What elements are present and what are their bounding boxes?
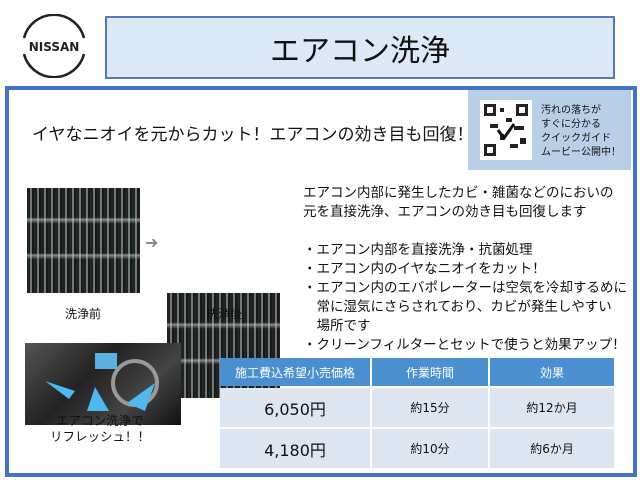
effect-cell: 約6か月 — [490, 429, 614, 468]
intro-line: エアコン内部に発生したカビ・雑菌などのにおいの — [303, 185, 614, 201]
header-effect: 効果 — [490, 358, 614, 386]
price-table: 施工費込希望小売価格 作業時間 効果 6,050円 約15分 約12か月 4,1… — [218, 356, 616, 470]
bullet: ・クリーンフィルターとセットで使うと効果アップ！ — [303, 337, 626, 353]
tagline: イヤなニオイを元からカット！エアコンの効き目も回復！ — [32, 125, 474, 145]
car-caption: エアコン洗浄で リフレッシュ！！ — [40, 413, 160, 445]
table-header-row: 施工費込希望小売価格 作業時間 効果 — [220, 358, 614, 386]
qr-line: 汚れの落ちが — [541, 105, 601, 116]
table-row: 4,180円 約10分 約6か月 — [220, 429, 614, 468]
caption-line: エアコン洗浄で — [56, 413, 144, 428]
page-title: エアコン洗浄 — [105, 16, 615, 79]
title-text: エアコン洗浄 — [270, 33, 450, 69]
qr-line: すぐに分かる — [541, 119, 601, 130]
price-cell: 6,050円 — [220, 388, 370, 427]
time-cell: 約15分 — [372, 388, 489, 427]
before-label: 洗浄前 — [65, 307, 102, 321]
caption-line: リフレッシュ！！ — [49, 429, 150, 444]
car-interior-image — [25, 343, 181, 425]
header-price: 施工費込希望小売価格 — [220, 358, 370, 386]
intro-line: 元を直接洗浄、エアコンの効き目も回復します — [303, 204, 587, 220]
coil-before-image — [27, 188, 140, 293]
after-label: 洗浄後 — [206, 307, 243, 321]
table-row: 6,050円 約15分 約12か月 — [220, 388, 614, 427]
bullet: ・エアコン内のイヤなニオイをカット！ — [303, 261, 546, 277]
description: エアコン内部に発生したカビ・雑菌などのにおいの 元を直接洗浄、エアコンの効き目も… — [303, 184, 627, 355]
bullet: 常に湿気にさらされており、カビが発生しやすい — [303, 299, 612, 315]
qr-line: ムービー公開中！ — [541, 147, 621, 158]
bullet: ・エアコン内部を直接洗浄・抗菌処理 — [303, 242, 533, 258]
bullet: 場所です — [303, 318, 371, 334]
time-cell: 約10分 — [372, 429, 489, 468]
arrow-right-icon: ➜ — [145, 233, 159, 252]
nissan-logo: NISSAN — [14, 13, 94, 79]
svg-text:NISSAN: NISSAN — [29, 40, 80, 54]
price-cell: 4,180円 — [220, 429, 370, 468]
qr-code[interactable] — [480, 100, 532, 160]
qr-caption: 汚れの落ちが すぐに分かる クイックガイド ムービー公開中！ — [541, 104, 621, 160]
effect-cell: 約12か月 — [490, 388, 614, 427]
qr-line: クイックガイド — [541, 133, 611, 144]
header-time: 作業時間 — [372, 358, 489, 386]
bullet: ・エアコン内のエバポレーターは空気を冷却するめに — [303, 280, 627, 296]
